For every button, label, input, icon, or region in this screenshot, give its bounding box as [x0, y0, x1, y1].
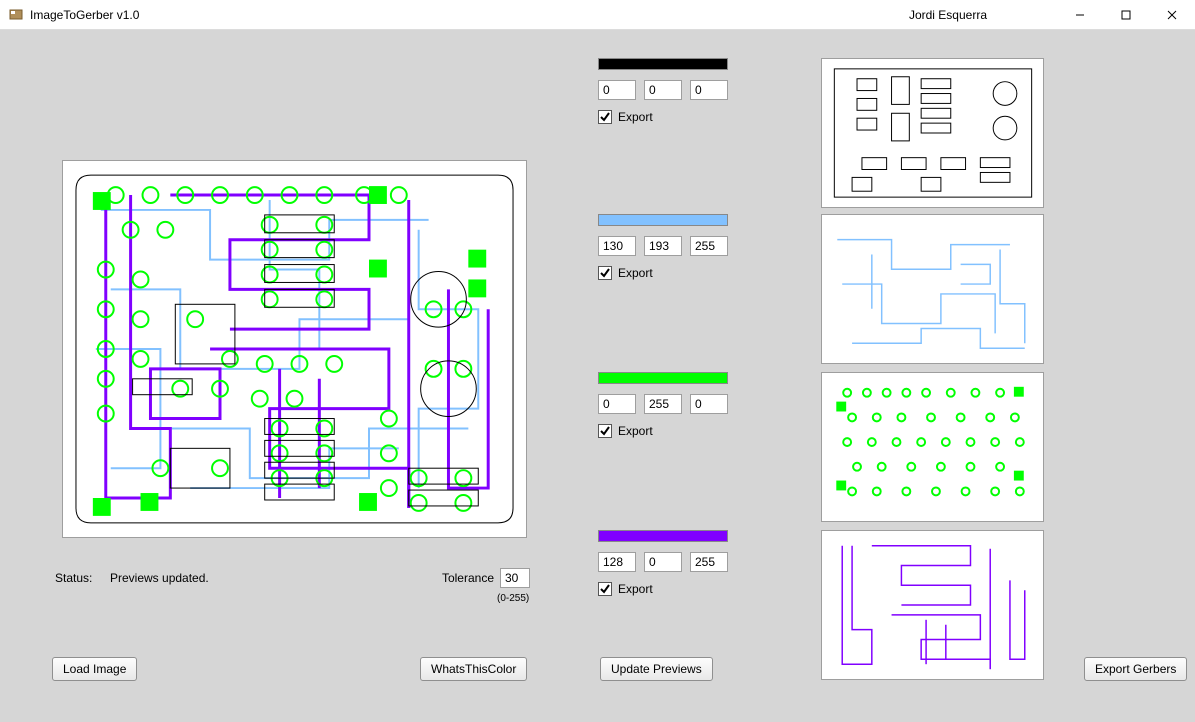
g-input-1[interactable]	[644, 236, 682, 256]
window-title: ImageToGerber v1.0	[30, 8, 139, 22]
color-group-3: Export	[598, 530, 798, 596]
color-group-2: Export	[598, 372, 798, 438]
g-input-3[interactable]	[644, 552, 682, 572]
tolerance-label: Tolerance	[442, 571, 494, 585]
status-label: Status:	[55, 571, 110, 585]
tolerance-input[interactable]	[500, 568, 530, 588]
export-checkbox-3[interactable]	[598, 582, 612, 596]
color-swatch-2	[598, 372, 728, 384]
export-label-0: Export	[618, 110, 653, 124]
close-button[interactable]	[1149, 0, 1195, 30]
whats-this-color-button[interactable]: WhatsThisColor	[420, 657, 527, 681]
b-input-2[interactable]	[690, 394, 728, 414]
g-input-2[interactable]	[644, 394, 682, 414]
color-swatch-1	[598, 214, 728, 226]
maximize-button[interactable]	[1103, 0, 1149, 30]
export-checkbox-0[interactable]	[598, 110, 612, 124]
status-text: Previews updated.	[110, 571, 442, 585]
export-checkbox-2[interactable]	[598, 424, 612, 438]
layer-preview-1	[821, 214, 1044, 364]
export-checkbox-1[interactable]	[598, 266, 612, 280]
r-input-2[interactable]	[598, 394, 636, 414]
layer-preview-0	[821, 58, 1044, 208]
b-input-0[interactable]	[690, 80, 728, 100]
main-preview	[62, 160, 527, 538]
export-label-2: Export	[618, 424, 653, 438]
layer-preview-3	[821, 530, 1044, 680]
load-image-button[interactable]: Load Image	[52, 657, 137, 681]
r-input-3[interactable]	[598, 552, 636, 572]
color-swatch-3	[598, 530, 728, 542]
b-input-1[interactable]	[690, 236, 728, 256]
export-label-3: Export	[618, 582, 653, 596]
export-gerbers-button[interactable]: Export Gerbers	[1084, 657, 1187, 681]
minimize-button[interactable]	[1057, 0, 1103, 30]
color-group-0: Export	[598, 58, 798, 124]
layer-preview-2	[821, 372, 1044, 522]
g-input-0[interactable]	[644, 80, 682, 100]
color-group-1: Export	[598, 214, 798, 280]
r-input-1[interactable]	[598, 236, 636, 256]
tolerance-hint: (0-255)	[497, 593, 529, 604]
export-label-1: Export	[618, 266, 653, 280]
app-icon	[8, 7, 24, 23]
update-previews-button[interactable]: Update Previews	[600, 657, 713, 681]
color-swatch-0	[598, 58, 728, 70]
titlebar: ImageToGerber v1.0 Jordi Esquerra	[0, 0, 1195, 30]
client-area: Status: Previews updated. Tolerance (0-2…	[0, 30, 1195, 722]
b-input-3[interactable]	[690, 552, 728, 572]
window-author: Jordi Esquerra	[909, 8, 987, 22]
r-input-0[interactable]	[598, 80, 636, 100]
status-row: Status: Previews updated. Tolerance	[55, 568, 530, 588]
